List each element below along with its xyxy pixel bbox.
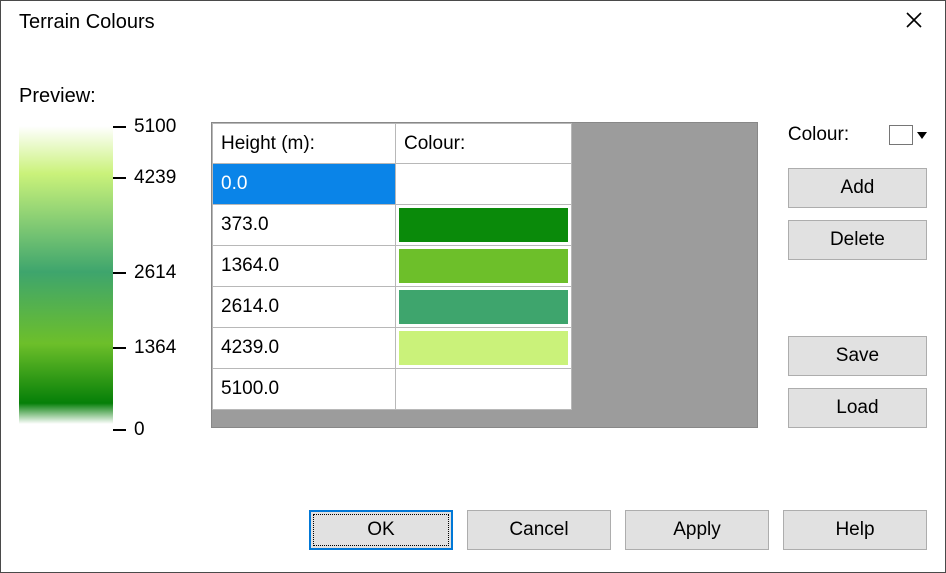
tick-label: 2614	[113, 262, 176, 284]
colour-table-body: 0.0373.01364.02614.04239.05100.0	[213, 164, 572, 410]
height-cell[interactable]: 373.0	[213, 205, 396, 246]
tick-label: 5100	[113, 116, 176, 138]
save-button[interactable]: Save	[788, 336, 927, 376]
load-button[interactable]: Load	[788, 388, 927, 428]
height-cell[interactable]: 4239.0	[213, 328, 396, 369]
colour-cell[interactable]	[396, 246, 572, 287]
col-header-colour[interactable]: Colour:	[396, 124, 572, 164]
colour-cell[interactable]	[396, 205, 572, 246]
colour-table-area: Height (m): Colour: 0.0373.01364.02614.0…	[211, 122, 758, 428]
tick-label: 0	[113, 419, 145, 441]
colour-picker[interactable]	[889, 125, 927, 145]
chevron-down-icon	[917, 132, 927, 139]
titlebar: Terrain Colours	[1, 1, 945, 43]
height-cell[interactable]: 2614.0	[213, 287, 396, 328]
height-cell[interactable]: 0.0	[213, 164, 396, 205]
gradient-ticks: 51004239261413640	[113, 122, 211, 428]
tick-label: 1364	[113, 337, 176, 359]
height-cell[interactable]: 1364.0	[213, 246, 396, 287]
colour-table[interactable]: Height (m): Colour: 0.0373.01364.02614.0…	[212, 123, 572, 410]
window-title: Terrain Colours	[19, 11, 155, 34]
side-panel: Colour: Add Delete Save Load	[788, 122, 927, 428]
close-icon[interactable]	[897, 7, 931, 37]
gradient-preview: 51004239261413640	[19, 122, 211, 428]
col-header-height[interactable]: Height (m):	[213, 124, 396, 164]
table-row[interactable]: 4239.0	[213, 328, 572, 369]
colour-cell[interactable]	[396, 164, 572, 205]
cancel-button[interactable]: Cancel	[467, 510, 611, 550]
apply-button[interactable]: Apply	[625, 510, 769, 550]
ok-button[interactable]: OK	[309, 510, 453, 550]
colour-cell[interactable]	[396, 369, 572, 410]
delete-button[interactable]: Delete	[788, 220, 927, 260]
colour-swatch	[889, 125, 913, 145]
colour-cell[interactable]	[396, 287, 572, 328]
table-row[interactable]: 373.0	[213, 205, 572, 246]
colour-picker-label: Colour:	[788, 124, 849, 146]
table-row[interactable]: 2614.0	[213, 287, 572, 328]
colour-cell[interactable]	[396, 328, 572, 369]
add-button[interactable]: Add	[788, 168, 927, 208]
table-row[interactable]: 1364.0	[213, 246, 572, 287]
terrain-colours-dialog: Terrain Colours Preview: 5100 4239 2614 136…	[0, 0, 946, 573]
preview-label: Preview:	[19, 85, 927, 108]
table-row[interactable]: 0.0	[213, 164, 572, 205]
table-row[interactable]: 5100.0	[213, 369, 572, 410]
help-button[interactable]: Help	[783, 510, 927, 550]
dialog-buttons: OK Cancel Apply Help	[309, 510, 927, 550]
gradient-bar	[19, 126, 113, 424]
height-cell[interactable]: 5100.0	[213, 369, 396, 410]
tick-label: 4239	[113, 167, 176, 189]
